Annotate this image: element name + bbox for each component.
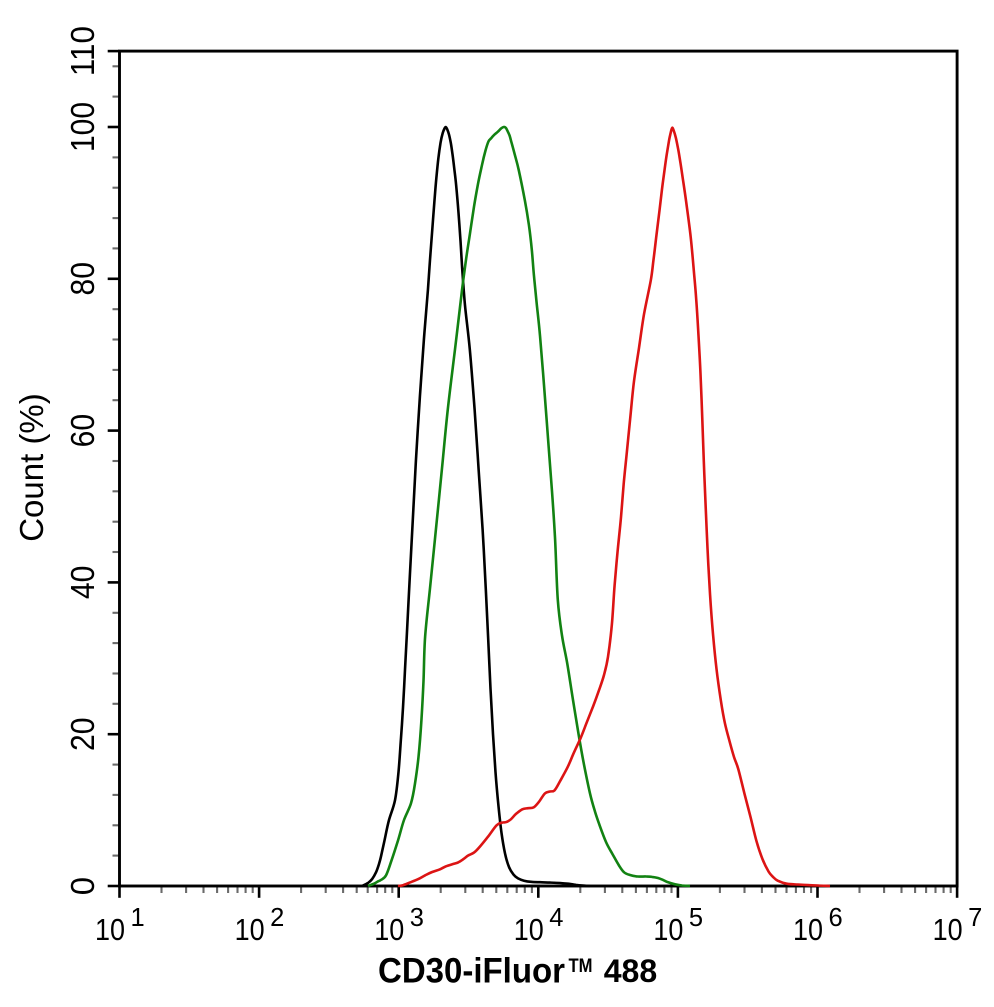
svg-text:10: 10 [514, 912, 544, 947]
svg-text:4: 4 [549, 904, 563, 932]
svg-text:488: 488 [604, 953, 658, 989]
svg-text:10: 10 [374, 912, 404, 947]
svg-text:20: 20 [64, 717, 101, 751]
svg-text:60: 60 [64, 414, 101, 448]
svg-text:0: 0 [64, 877, 101, 895]
svg-text:5: 5 [689, 904, 703, 932]
svg-text:6: 6 [829, 904, 843, 932]
svg-text:10: 10 [793, 912, 823, 947]
svg-text:10: 10 [933, 912, 963, 947]
svg-text:10: 10 [653, 912, 683, 947]
svg-text:1: 1 [131, 904, 145, 932]
svg-text:10: 10 [95, 912, 125, 947]
svg-text:Count (%): Count (%) [13, 393, 50, 542]
svg-text:3: 3 [410, 904, 424, 932]
svg-text:40: 40 [64, 566, 101, 600]
svg-text:100: 100 [64, 102, 101, 152]
svg-text:7: 7 [968, 904, 982, 932]
svg-text:TM: TM [569, 955, 593, 977]
svg-text:CD30-iFluor: CD30-iFluor [378, 952, 565, 991]
svg-text:2: 2 [270, 904, 284, 932]
svg-text:80: 80 [64, 262, 101, 296]
svg-text:110: 110 [64, 26, 101, 76]
svg-text:10: 10 [235, 912, 265, 947]
